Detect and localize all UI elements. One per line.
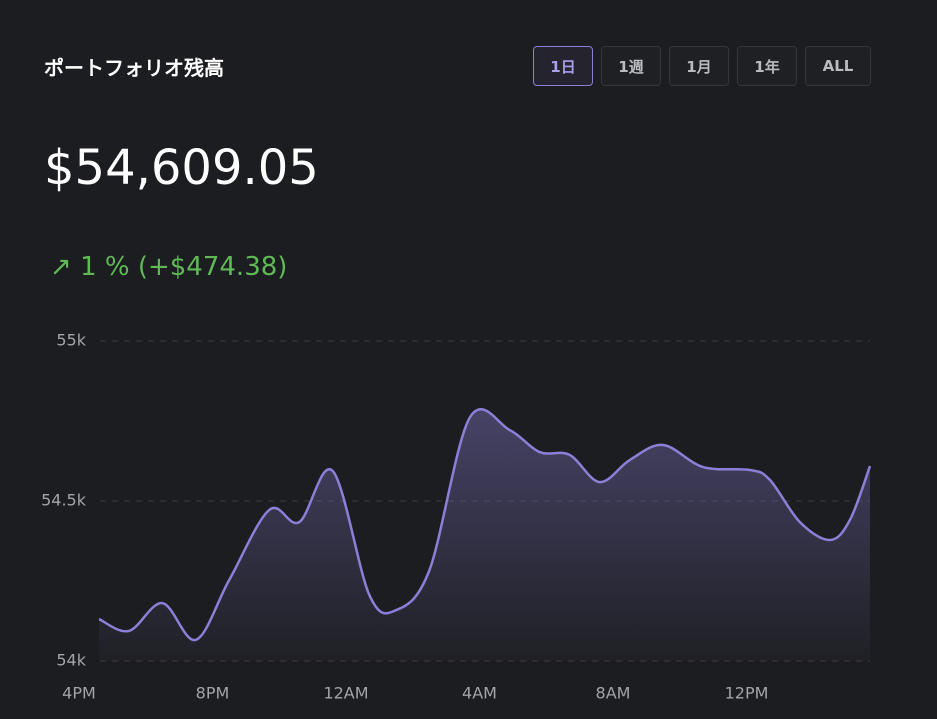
- x-tick-label: 12PM: [725, 684, 769, 703]
- widget-title: ポートフォリオ残高: [44, 56, 224, 80]
- y-tick-label: 54.5k: [41, 491, 87, 510]
- range-button[interactable]: ALL: [805, 46, 871, 86]
- area-fill: [99, 409, 870, 661]
- y-tick-label: 54k: [56, 651, 86, 670]
- y-tick-label: 55k: [56, 331, 86, 350]
- change: ↗ 1 % (+$474.38): [50, 252, 287, 282]
- change-text: 1 % (+$474.38): [80, 252, 288, 282]
- x-tick-label: 4PM: [62, 684, 96, 703]
- range-button[interactable]: 1週: [601, 46, 661, 86]
- range-selector: 1日 1週 1月 1年 ALL: [533, 46, 871, 86]
- range-button[interactable]: 1日: [533, 46, 593, 86]
- line: [98, 408, 872, 642]
- balance: $54,609.05: [44, 140, 319, 196]
- range-button[interactable]: 1月: [669, 46, 729, 86]
- x-tick-label: 4AM: [462, 684, 497, 703]
- x-tick-label: 12AM: [323, 684, 368, 703]
- change-arrow: ↗: [50, 252, 72, 282]
- x-tick-label: 8PM: [196, 684, 230, 703]
- range-button[interactable]: 1年: [737, 46, 797, 86]
- x-tick-label: 8AM: [596, 684, 631, 703]
